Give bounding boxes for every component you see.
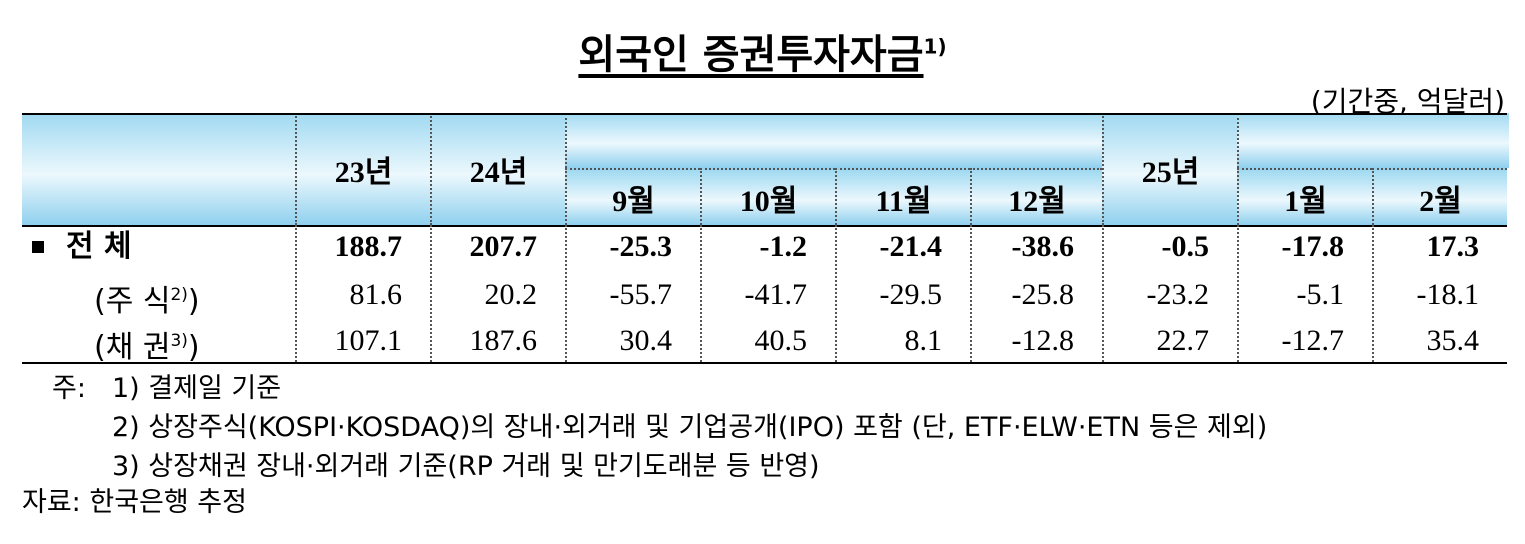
column-separator [1372,225,1374,362]
row-label-part: (주 식 [94,284,171,319]
row-label-part: ) [187,330,200,365]
row-label-part: 3) [170,331,188,351]
row-label-part: 전 체 [66,229,132,264]
column-separator [565,225,567,362]
header-band [1237,113,1509,168]
row-label: (주 식2)) [94,272,200,319]
cell: -25.3 [609,230,673,263]
note: 3) 상장채권 장내·외거래 기준(RP 거래 및 만기도래분 등 반영) [112,451,820,482]
column-header: 10월 [700,168,835,225]
cell: 22.7 [1156,324,1210,357]
cell: 17.3 [1426,230,1480,263]
column-separator [835,225,837,362]
note: 1) 결제일 기준 [112,373,282,404]
cell: -1.2 [759,230,808,263]
row-label-part: ) [187,284,200,319]
row-label-part: 2) [170,285,188,305]
cell: 188.7 [334,230,403,263]
cell: -38.6 [1011,230,1075,263]
column-separator [430,225,432,362]
cell: -12.7 [1281,324,1345,357]
rule [22,113,1507,115]
column-header: 23년 [295,113,430,225]
cell: 35.4 [1426,324,1480,357]
notes-prefix: 주: [52,373,86,404]
column-separator [970,225,972,362]
row-label: 전 체 [66,224,132,270]
header-cell [22,113,295,225]
column-separator [1237,225,1239,362]
cell: -21.4 [879,230,943,263]
cell: 8.1 [904,324,943,357]
column-header: 25년 [1102,113,1237,225]
cell: -23.2 [1146,278,1210,311]
unit: (기간중, 억달러) [1310,85,1505,118]
header-band [565,113,1104,168]
title: 외국인 증권투자자금 [578,32,924,78]
column-separator [700,225,702,362]
column-header: 9월 [565,168,700,225]
cell: -17.8 [1281,230,1345,263]
column-header: 1월 [1237,168,1372,225]
cell: 40.5 [754,324,808,357]
row-label: (채 권3)) [94,318,200,365]
cell: -5.1 [1296,278,1345,311]
cell: 207.7 [469,230,538,263]
row-label-part: (채 권 [94,330,171,365]
column-separator [295,225,297,362]
cell: 20.2 [484,278,538,311]
cell: 107.1 [334,324,403,357]
cell: -0.5 [1161,230,1210,263]
cell: -55.7 [609,278,673,311]
cell: 81.6 [349,278,403,311]
cell: -12.8 [1011,324,1075,357]
column-header: 11월 [835,168,970,225]
column-header: 24년 [430,113,565,225]
cell: -41.7 [744,278,808,311]
cell: 30.4 [619,324,673,357]
rule [22,225,1507,227]
title-block: 외국인 증권투자자금1) [0,22,1525,80]
rule [22,362,1507,364]
bullet [32,241,44,253]
note: 2) 상장주식(KOSPI·KOSDAQ)의 장내·외거래 및 기업공개(IPO… [112,412,1268,443]
title-note: 1) [923,34,947,59]
cell: -29.5 [879,278,943,311]
cell: -25.8 [1011,278,1075,311]
cell: -18.1 [1416,278,1480,311]
column-header: 2월 [1372,168,1507,225]
cell: 187.6 [469,324,538,357]
column-separator [1102,225,1104,362]
column-header: 12월 [970,168,1102,225]
source: 자료: 한국은행 추정 [22,487,247,518]
